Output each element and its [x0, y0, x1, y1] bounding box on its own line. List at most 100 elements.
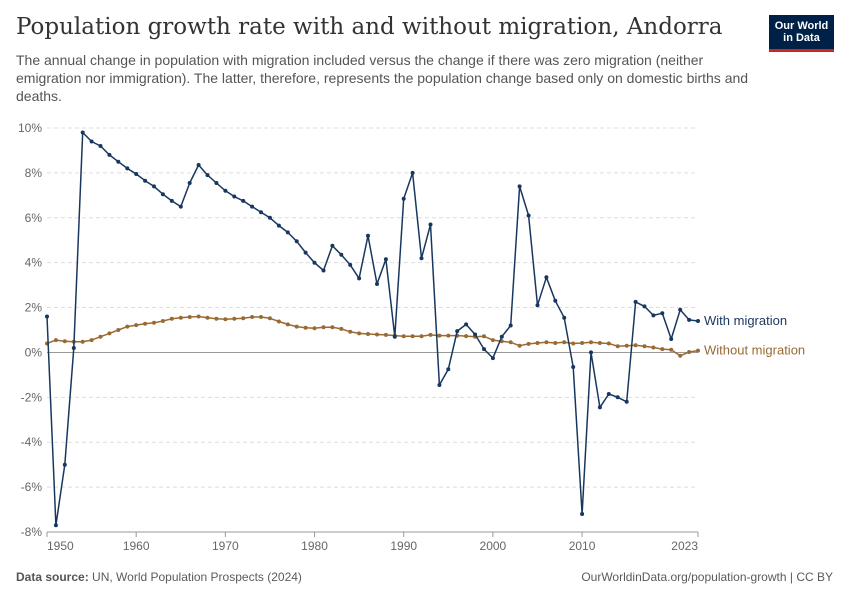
- credit-link[interactable]: OurWorldinData.org/population-growth | C…: [581, 570, 833, 584]
- with-migration-point: [696, 319, 700, 323]
- without-migration-point: [597, 341, 602, 345]
- with-migration-point: [633, 299, 638, 304]
- without-migration-point: [696, 348, 700, 353]
- with-migration-point: [98, 144, 103, 148]
- with-migration-point: [687, 317, 692, 322]
- with-migration-point: [241, 198, 246, 203]
- with-migration-point: [169, 198, 174, 203]
- with-migration-point: [428, 222, 433, 227]
- chart-subtitle: The annual change in population with mig…: [16, 52, 749, 104]
- without-migration-point: [383, 332, 388, 337]
- with-migration-point: [152, 184, 156, 189]
- without-migration-point: [276, 319, 281, 324]
- without-migration-point: [98, 334, 103, 339]
- y-tick-label: 2%: [25, 301, 43, 315]
- with-migration-point: [187, 181, 192, 185]
- without-migration-point: [143, 321, 148, 326]
- without-migration-point: [366, 332, 370, 336]
- x-tick-label: 1990: [390, 539, 417, 553]
- without-migration-point: [312, 326, 317, 331]
- without-migration-point: [562, 340, 567, 345]
- with-migration-point: [348, 262, 353, 267]
- without-migration-point: [651, 345, 656, 350]
- without-migration-point: [526, 341, 531, 346]
- with-migration-point: [660, 311, 665, 316]
- with-migration-point: [615, 395, 620, 400]
- with-migration-point: [544, 275, 549, 280]
- without-migration-point: [89, 338, 94, 343]
- without-migration-point: [232, 316, 237, 321]
- without-migration-point: [535, 341, 540, 345]
- without-migration-point: [285, 322, 290, 327]
- chart-title: Population growth rate with and without …: [16, 14, 723, 40]
- without-migration-point: [606, 341, 611, 346]
- x-tick-label: 2000: [480, 539, 507, 553]
- without-migration-point: [580, 341, 585, 345]
- with-migration-point: [125, 166, 130, 171]
- with-migration-point: [553, 298, 558, 303]
- legend-without-migration: Without migration: [704, 343, 805, 358]
- without-migration-point: [490, 338, 495, 343]
- with-migration-point: [330, 243, 335, 248]
- with-migration-point: [285, 230, 290, 235]
- with-migration-point: [232, 194, 237, 199]
- data-source-link[interactable]: UN, World Population Prospects (2024): [92, 570, 302, 584]
- without-migration-point: [517, 343, 522, 348]
- without-migration-point: [267, 316, 272, 321]
- without-migration-point: [303, 325, 308, 330]
- without-migration-point: [544, 340, 549, 345]
- with-migration-point: [339, 252, 344, 257]
- owid-logo[interactable]: Our World in Data: [769, 15, 834, 52]
- x-tick-label: 2023: [671, 539, 698, 553]
- data-source: Data source: UN, World Population Prospe…: [16, 570, 302, 584]
- without-migration-point: [642, 344, 647, 349]
- without-migration-point: [62, 339, 67, 344]
- without-migration-point: [223, 317, 228, 322]
- with-migration-point: [508, 323, 513, 328]
- with-migration-point: [642, 304, 647, 309]
- without-migration-point: [410, 334, 415, 339]
- with-migration-point: [437, 383, 442, 387]
- with-migration-point: [606, 392, 611, 396]
- with-migration-point: [589, 350, 593, 355]
- with-migration-point: [597, 405, 602, 410]
- logo-line-1: Our World: [774, 20, 829, 32]
- x-tick-label: 2010: [569, 539, 596, 553]
- without-migration-point: [134, 323, 139, 328]
- without-migration-point: [508, 340, 513, 345]
- with-migration-point: [571, 365, 576, 369]
- without-migration-point: [107, 331, 112, 336]
- with-migration-point: [53, 523, 58, 528]
- without-migration-point: [375, 332, 379, 337]
- x-tick-label: 1980: [301, 539, 328, 553]
- without-migration-point: [125, 324, 130, 329]
- y-tick-label: 0%: [25, 345, 43, 359]
- with-migration-point: [214, 181, 219, 185]
- with-migration-point: [276, 223, 281, 228]
- without-migration-point: [187, 315, 192, 319]
- with-migration-point: [45, 314, 49, 319]
- with-migration-point: [464, 322, 469, 327]
- x-tick-label: 1970: [212, 539, 239, 553]
- without-migration-point: [482, 334, 486, 339]
- x-tick-label: 1960: [123, 539, 150, 553]
- without-migration-point: [633, 343, 638, 348]
- data-source-label: Data source:: [16, 570, 89, 584]
- with-migration-point: [517, 184, 522, 189]
- without-migration-point: [116, 328, 121, 332]
- x-tick-label: 1950: [47, 539, 74, 553]
- y-tick-label: -6%: [21, 480, 43, 494]
- without-migration-point: [437, 333, 442, 338]
- with-migration-point: [196, 163, 201, 167]
- with-migration-point: [651, 313, 656, 318]
- with-migration-point: [499, 334, 504, 339]
- with-migration-point: [89, 139, 94, 144]
- y-tick-label: 8%: [25, 166, 43, 180]
- with-migration-point: [410, 170, 415, 175]
- with-migration-point: [80, 130, 85, 135]
- y-tick-label: 4%: [25, 256, 43, 270]
- with-migration-point: [624, 399, 629, 404]
- without-migration-point: [160, 319, 165, 323]
- without-migration-point: [419, 334, 424, 339]
- with-migration-point: [321, 268, 326, 273]
